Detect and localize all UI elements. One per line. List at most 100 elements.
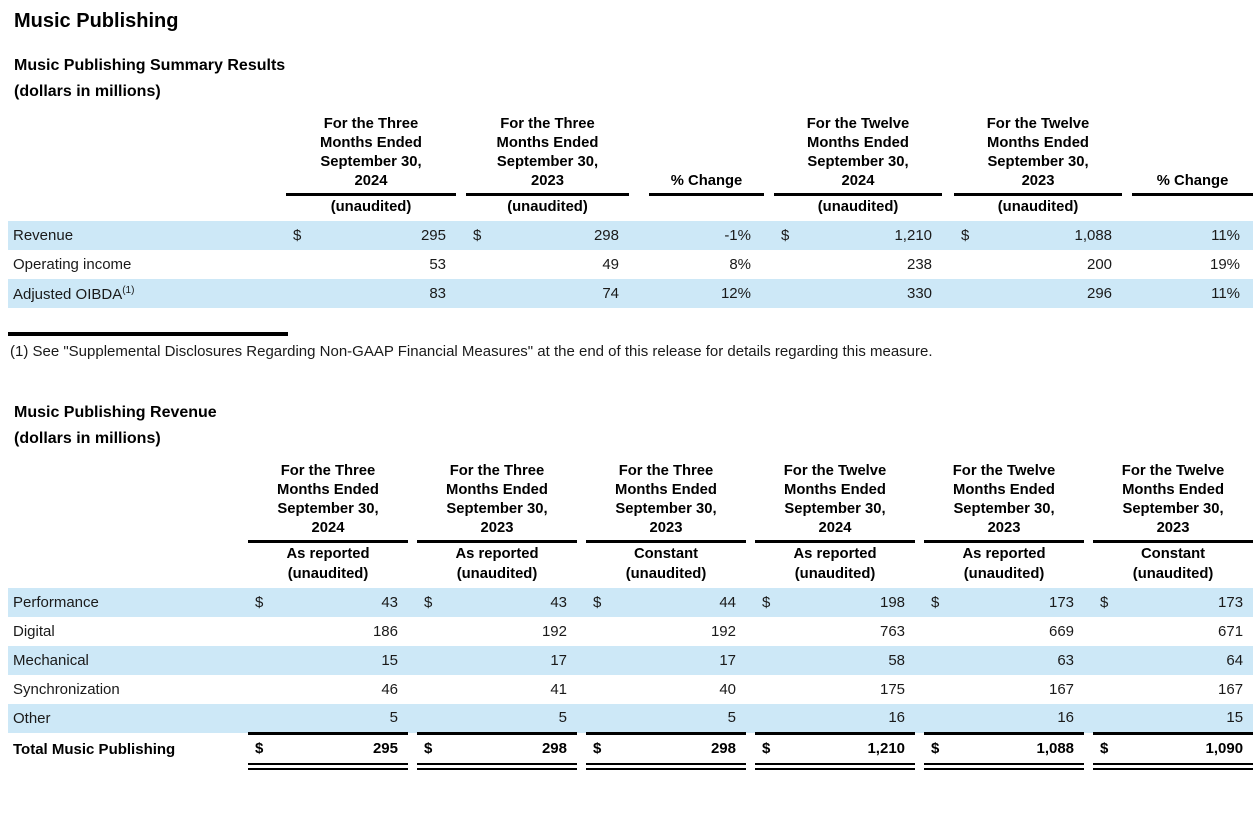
header-spacer <box>8 115 286 195</box>
value-cell: 298 <box>614 731 746 770</box>
dollar-sign <box>1093 617 1121 646</box>
value-cell: 15 <box>1226 709 1244 727</box>
column-gap <box>1084 733 1093 766</box>
dollar-sign: $ <box>417 731 445 770</box>
dollar-sign <box>924 704 952 733</box>
column-header-text: For the Twelve Months Ended September 30… <box>806 116 910 189</box>
unaudited-label: (unaudited) <box>1132 566 1214 582</box>
dollar-sign: $ <box>762 594 771 611</box>
table-row-synchronization: Synchronization 46 41 40 175 167 <box>8 675 1253 704</box>
column-gap <box>408 704 417 733</box>
dollar-sign: $ <box>593 594 602 611</box>
value-cell: 295 <box>276 731 408 770</box>
column-gap <box>1084 462 1093 542</box>
dollar-sign <box>417 704 445 733</box>
row-label-text: Revenue <box>13 227 74 244</box>
column-header-3m-2024: For the Three Months Ended September 30,… <box>248 462 408 543</box>
value-cell: 192 <box>541 623 567 640</box>
value-cell: 173 <box>1049 594 1075 611</box>
dollar-sign <box>954 250 984 279</box>
pct-cell: -1% <box>724 227 751 244</box>
value-cell: 43 <box>381 594 398 611</box>
column-gap <box>764 195 774 222</box>
column-gap <box>915 675 924 704</box>
column-gap <box>408 733 417 766</box>
column-gap <box>746 588 755 617</box>
value-cell: 186 <box>372 623 398 640</box>
basis-label: As reported <box>962 546 1046 562</box>
column-gap <box>915 462 924 542</box>
column-gap <box>915 704 924 733</box>
value-cell: 298 <box>445 731 577 770</box>
column-header-text: For the Twelve Months Ended September 30… <box>783 463 887 536</box>
dollar-sign <box>248 704 276 733</box>
column-gap <box>764 250 774 279</box>
unaudited-label: (unaudited) <box>794 566 876 582</box>
row-label-text: Operating income <box>13 256 132 273</box>
dollar-sign: $ <box>248 731 276 770</box>
dollar-sign <box>248 617 276 646</box>
dollar-sign <box>954 279 984 308</box>
column-gap <box>1084 563 1093 588</box>
dollar-sign <box>774 250 804 279</box>
dollar-sign <box>248 675 276 704</box>
column-gap <box>746 462 755 542</box>
footnote-text: (1) See "Supplemental Disclosures Regard… <box>10 343 933 360</box>
column-gap <box>408 563 417 588</box>
column-gap <box>942 279 954 308</box>
value-cell: 5 <box>727 709 736 727</box>
row-label: Operating income <box>8 250 286 279</box>
column-header-text: For the Three Months Ended September 30,… <box>320 116 422 189</box>
pct-cell: 11% <box>1211 285 1241 302</box>
column-gap <box>456 115 466 195</box>
row-label-text: Adjusted OIBDA <box>13 285 123 303</box>
column-gap <box>577 588 586 617</box>
column-gap <box>577 675 586 704</box>
dollar-sign <box>755 646 783 675</box>
column-header-3m-2023: For the Three Months Ended September 30,… <box>417 462 577 543</box>
unaudited-label: (unaudited) <box>817 199 899 215</box>
table-row-revenue: Revenue $ 295 $ 298 -1% $ 1,210 $ 1,088 … <box>8 221 1254 250</box>
column-gap <box>1122 195 1132 222</box>
dollar-sign <box>1093 704 1121 733</box>
value-cell: 167 <box>1218 681 1244 698</box>
value-cell: 1,210 <box>894 227 933 244</box>
pct-cell: 12% <box>720 285 751 302</box>
value-cell: 296 <box>1087 285 1113 302</box>
column-header-text: For the Three Months Ended September 30,… <box>277 463 379 536</box>
summary-subheading: (dollars in millions) <box>14 83 161 100</box>
revenue-basis-row: As reported As reported Constant As repo… <box>8 542 1253 564</box>
dollar-sign <box>248 646 276 675</box>
column-gap <box>629 221 649 250</box>
total-row-label: Total Music Publishing <box>13 741 176 758</box>
unaudited-label: (unaudited) <box>997 199 1079 215</box>
column-header-text: For the Twelve Months Ended September 30… <box>986 116 1090 189</box>
column-gap <box>1084 542 1093 564</box>
column-header-12m-2024: For the Twelve Months Ended September 30… <box>755 462 916 543</box>
column-gap <box>456 221 466 250</box>
column-gap <box>915 588 924 617</box>
pct-cell: 19% <box>1210 256 1241 273</box>
value-cell: 83 <box>429 285 446 302</box>
column-header-text: % Change <box>670 173 743 189</box>
value-cell: 41 <box>550 681 567 698</box>
column-gap <box>764 221 774 250</box>
value-cell: 330 <box>906 285 933 302</box>
column-gap <box>408 588 417 617</box>
dollar-sign: $ <box>255 594 264 611</box>
row-label: Performance <box>13 594 99 611</box>
dollar-sign <box>586 617 614 646</box>
basis-label: As reported <box>455 546 539 562</box>
column-gap <box>746 675 755 704</box>
basis-label: Constant <box>633 546 699 562</box>
column-header-3m-2023-constant: For the Three Months Ended September 30,… <box>586 462 746 543</box>
column-gap <box>1122 279 1132 308</box>
pct-cell: 8% <box>729 256 751 273</box>
column-header-text: % Change <box>1156 173 1229 189</box>
column-gap <box>577 563 586 588</box>
column-gap <box>1084 588 1093 617</box>
dollar-sign: $ <box>586 731 614 770</box>
column-gap <box>629 115 649 195</box>
dollar-sign: $ <box>961 227 970 244</box>
header-spacer <box>8 462 248 542</box>
